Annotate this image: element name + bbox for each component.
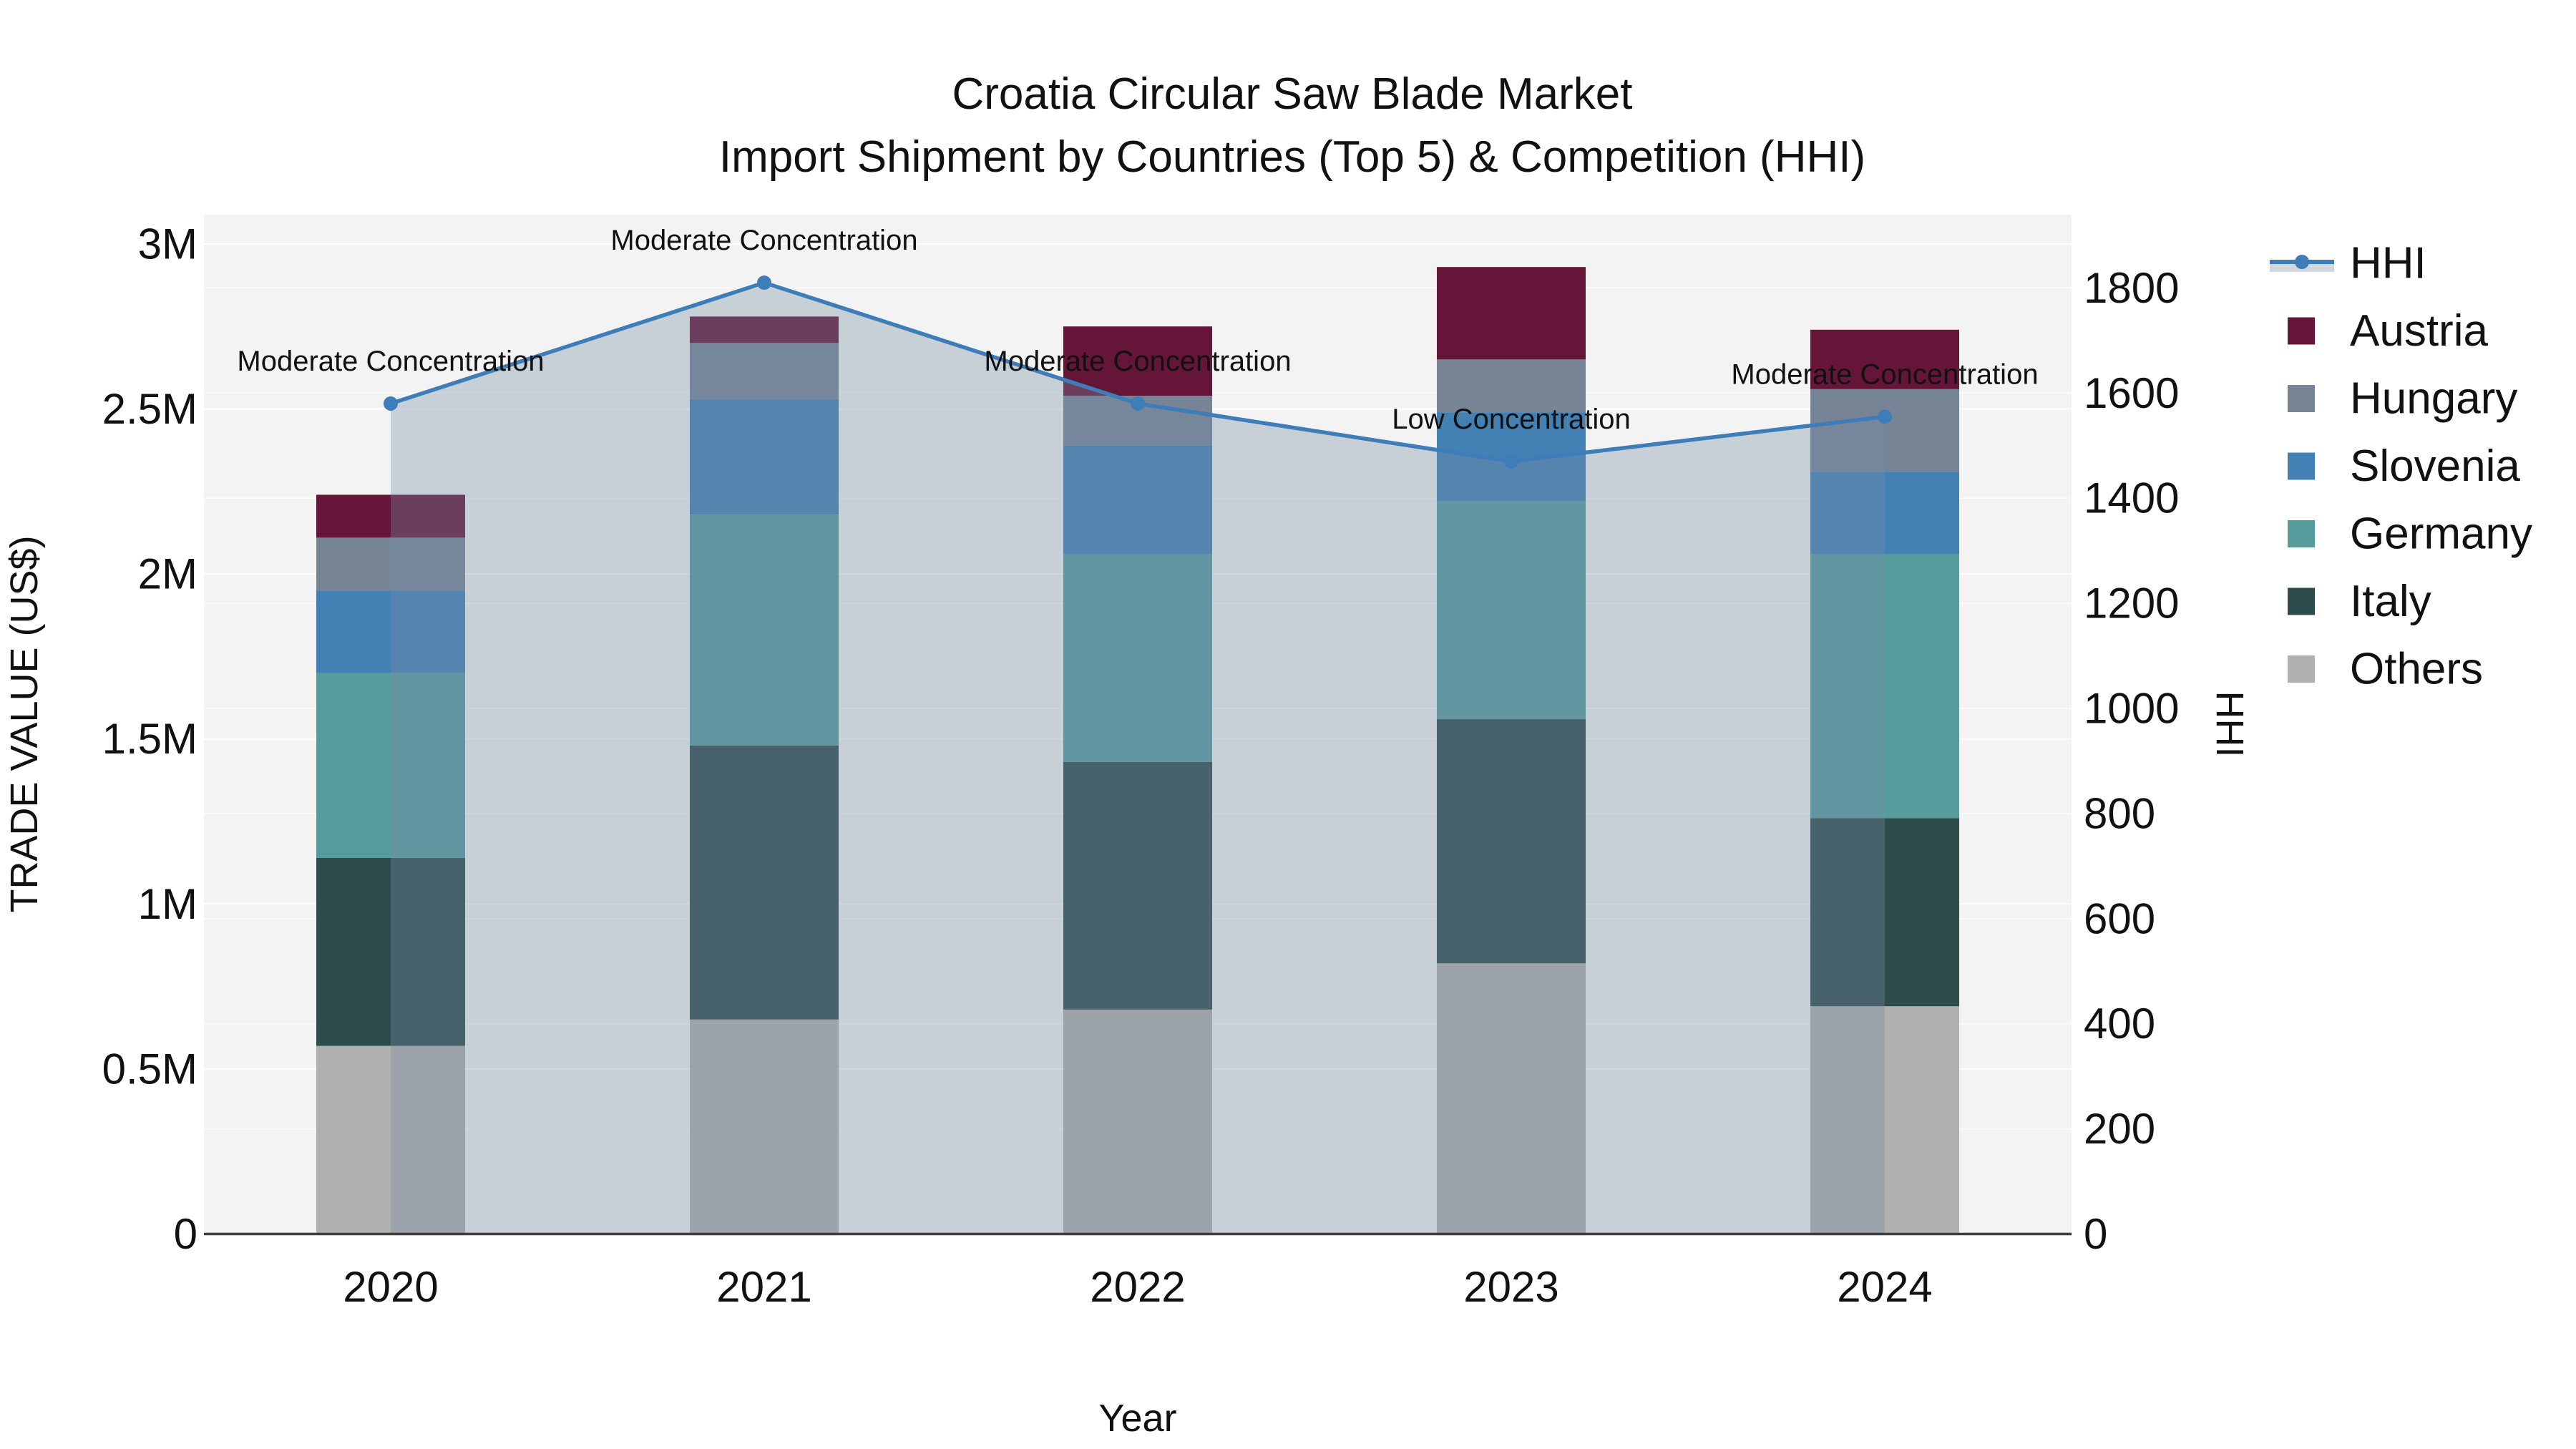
bar-2021-slovenia: [690, 399, 839, 515]
right-tick-1200: 1200: [2084, 580, 2179, 628]
right-tick-800: 800: [2084, 789, 2155, 837]
hhi-marker-2024: [1878, 409, 1892, 424]
x-tick-2021: 2021: [716, 1263, 811, 1311]
hhi-line-series: [384, 275, 1892, 469]
bar-2020-others: [316, 1045, 465, 1234]
legend-item-austria[interactable]: Austria: [2288, 306, 2488, 356]
legend-label-austria: Austria: [2350, 306, 2488, 356]
stacked-bars: [316, 267, 1959, 1234]
legend-label-hhi: HHI: [2350, 239, 2426, 288]
bar-2021-germany: [690, 514, 839, 746]
right-tick-1000: 1000: [2084, 685, 2179, 733]
bar-2023-austria: [1437, 267, 1586, 360]
hhi-area-polygon: [391, 283, 1885, 1234]
hhi-annotation-2023: Low Concentration: [1392, 404, 1631, 435]
bar-2020-hungary: [316, 537, 465, 591]
legend-item-slovenia[interactable]: Slovenia: [2288, 441, 2520, 491]
bar-2022-germany: [1063, 554, 1212, 762]
x-tick-2022: 2022: [1090, 1263, 1185, 1311]
x-axis-tick-labels: 2020 2021 2022 2023 2024: [343, 1263, 1932, 1311]
bar-2024-hungary: [1810, 389, 1959, 472]
bar-2024-others: [1810, 1006, 1959, 1234]
bar-2023-hungary: [1437, 359, 1586, 413]
left-tick-0.5M: 0.5M: [102, 1045, 197, 1093]
legend-label-italy: Italy: [2350, 577, 2431, 626]
bar-2024-germany: [1810, 554, 1959, 819]
hhi-annotation-2024: Moderate Concentration: [1731, 358, 2038, 390]
bar-2020-austria: [316, 494, 465, 538]
right-tick-600: 600: [2084, 894, 2155, 942]
left-tick-2.5M: 2.5M: [102, 385, 197, 433]
bar-2023-germany: [1437, 501, 1586, 720]
bar-2022-austria: [1063, 326, 1212, 396]
legend-item-hhi[interactable]: HHI: [2270, 239, 2426, 288]
legend-label-others: Others: [2350, 645, 2483, 694]
bar-2021-austria: [690, 316, 839, 343]
legend-swatch-hungary: [2288, 385, 2315, 412]
right-tick-1400: 1400: [2084, 474, 2179, 522]
bar-2024-slovenia: [1810, 472, 1959, 555]
x-tick-2020: 2020: [343, 1263, 438, 1311]
bar-2022-slovenia: [1063, 445, 1212, 555]
hhi-marker-2020: [384, 396, 398, 411]
legend-item-others[interactable]: Others: [2288, 645, 2483, 694]
left-axis-tick-labels: 0 0.5M 1M 1.5M 2M 2.5M 3M: [102, 220, 197, 1258]
bar-2021-hungary: [690, 343, 839, 399]
bar-2020-italy: [316, 857, 465, 1046]
bar-2020-slovenia: [316, 590, 465, 673]
legend-swatch-austria: [2288, 317, 2315, 345]
legend-hhi-marker: [2295, 255, 2309, 269]
chart-subtitle: Import Shipment by Countries (Top 5) & C…: [719, 132, 1865, 182]
legend-item-germany[interactable]: Germany: [2288, 509, 2532, 559]
legend-label-germany: Germany: [2350, 509, 2532, 559]
left-tick-2M: 2M: [138, 550, 197, 598]
left-tick-1M: 1M: [138, 880, 197, 928]
hhi-marker-2022: [1131, 396, 1145, 411]
bar-2023-italy: [1437, 719, 1586, 964]
right-tick-1800: 1800: [2084, 264, 2179, 312]
x-tick-2024: 2024: [1837, 1263, 1932, 1311]
right-tick-0: 0: [2084, 1210, 2107, 1258]
legend-swatch-germany: [2288, 520, 2315, 547]
legend-swatch-italy: [2288, 587, 2315, 615]
hhi-marker-2023: [1504, 454, 1518, 469]
left-tick-3M: 3M: [138, 220, 197, 268]
legend-item-italy[interactable]: Italy: [2288, 577, 2431, 626]
legend: HHI Austria Hungary Slovenia Germany Italy Oth…: [2270, 239, 2532, 694]
right-tick-200: 200: [2084, 1105, 2155, 1153]
chart-title: Croatia Circular Saw Blade Market: [952, 69, 1632, 119]
left-axis-title: TRADE VALUE (US$): [3, 535, 46, 912]
hhi-annotations: Moderate Concentration Moderate Concentra…: [237, 225, 2038, 435]
legend-label-slovenia: Slovenia: [2350, 441, 2520, 491]
hhi-annotation-2020: Moderate Concentration: [237, 346, 544, 377]
bar-2021-others: [690, 1019, 839, 1234]
left-tick-1.5M: 1.5M: [102, 715, 197, 763]
bar-2024-austria: [1810, 329, 1959, 389]
x-axis-title: Year: [1098, 1397, 1176, 1440]
right-axis-title: HHI: [2208, 691, 2251, 758]
bar-2023-others: [1437, 963, 1586, 1234]
hhi-annotation-2021: Moderate Concentration: [610, 225, 917, 256]
hhi-annotation-2022: Moderate Concentration: [984, 346, 1291, 377]
x-tick-2023: 2023: [1463, 1263, 1558, 1311]
bar-2022-others: [1063, 1009, 1212, 1234]
bar-2024-italy: [1810, 818, 1959, 1007]
legend-label-hungary: Hungary: [2350, 374, 2517, 424]
bar-2020-germany: [316, 673, 465, 858]
right-tick-400: 400: [2084, 1000, 2155, 1048]
legend-item-hungary[interactable]: Hungary: [2288, 374, 2517, 424]
legend-swatch-slovenia: [2288, 452, 2315, 480]
legend-swatch-others: [2288, 655, 2315, 683]
hhi-marker-2021: [757, 275, 771, 291]
right-axis-tick-labels: 0 200 400 600 800 1000 1200 1400 1600 1800: [2084, 264, 2179, 1258]
bar-2022-italy: [1063, 761, 1212, 1010]
bar-2021-italy: [690, 745, 839, 1020]
hhi-area-fill: [391, 283, 1885, 1234]
left-tick-0: 0: [174, 1210, 197, 1258]
right-tick-1600: 1600: [2084, 369, 2179, 417]
